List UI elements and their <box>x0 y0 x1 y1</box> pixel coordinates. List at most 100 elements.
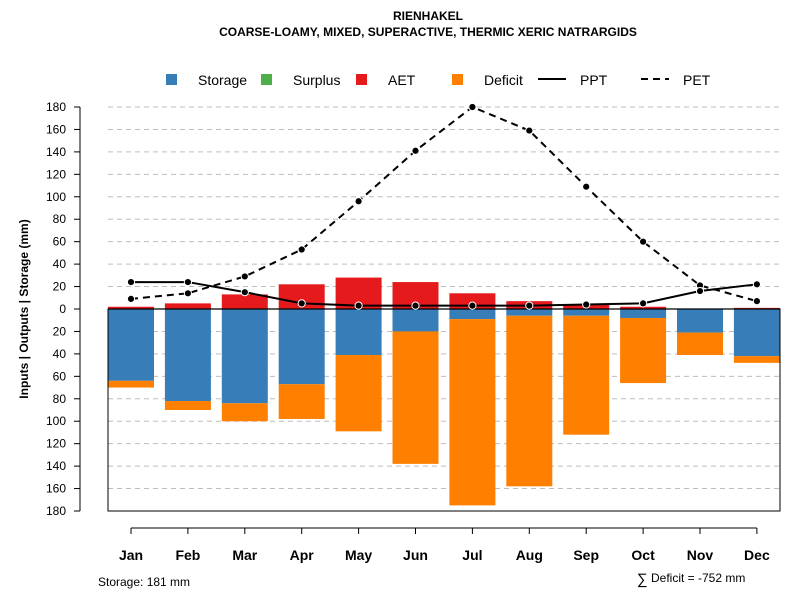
deficit-bar <box>677 332 723 356</box>
storage-total: Storage: 181 mm <box>98 575 190 589</box>
y-tick-label: 140 <box>46 459 66 473</box>
x-tick-label-may: May <box>345 547 372 563</box>
deficit-bar <box>335 355 382 432</box>
gridlines <box>108 106 780 512</box>
deficit-bar <box>392 331 439 464</box>
y-tick-label: 60 <box>53 235 67 249</box>
ppt-point <box>354 301 363 310</box>
x-tick-label-aug: Aug <box>516 547 543 563</box>
storage-bar <box>449 309 496 320</box>
x-tick-label-dec: Dec <box>744 547 770 563</box>
deficit-total: Deficit = -752 mm <box>651 571 745 585</box>
legend-swatch-storage <box>166 74 177 85</box>
pet-point <box>468 102 477 112</box>
ppt-point <box>297 299 306 308</box>
y-tick-label: 80 <box>53 212 67 226</box>
storage-bar <box>221 309 268 404</box>
pet-point <box>411 146 420 155</box>
y-tick-label: 100 <box>46 414 66 428</box>
ppt-point <box>411 301 420 310</box>
x-tick-label-mar: Mar <box>232 547 257 563</box>
storage-bar <box>733 309 780 357</box>
legend-label-ppt: PPT <box>580 72 608 88</box>
y-tick-label: 120 <box>46 437 66 451</box>
y-tick-label: 100 <box>46 190 66 204</box>
ppt-point <box>582 300 591 309</box>
series-lines <box>126 102 762 310</box>
bars <box>108 277 780 506</box>
ppt-point <box>695 286 705 296</box>
pet-point <box>639 237 648 246</box>
aet-bar <box>108 306 154 309</box>
legend-label-deficit: Deficit <box>484 72 523 88</box>
chart-subtitle: COARSE-LOAMY, MIXED, SUPERACTIVE, THERMI… <box>219 25 637 39</box>
x-tick-label-jun: Jun <box>403 547 428 563</box>
x-tick-label-apr: Apr <box>290 547 315 563</box>
y-tick-label: 120 <box>46 167 66 181</box>
storage-bar <box>164 309 211 402</box>
y-tick-label: 40 <box>53 347 67 361</box>
y-axis-label: Inputs | Outputs | Storage (mm) <box>17 219 31 398</box>
y-tick-label: 140 <box>46 145 66 159</box>
y-tick-label: 20 <box>53 324 67 338</box>
legend-label-pet: PET <box>683 72 711 88</box>
x-tick-label-jul: Jul <box>462 547 482 563</box>
deficit-bar <box>506 315 553 487</box>
pet-line <box>130 105 758 303</box>
storage-bar <box>278 309 325 385</box>
ppt-point <box>752 280 762 289</box>
x-tick-label-sep: Sep <box>573 547 599 563</box>
y-tick-label: 160 <box>46 482 66 496</box>
deficit-bar <box>278 384 325 419</box>
legend-label-surplus: Surplus <box>293 72 340 88</box>
pet-point <box>183 289 192 298</box>
legend-swatch-aet <box>356 74 367 85</box>
deficit-bar <box>221 403 268 422</box>
deficit-bar <box>620 317 667 384</box>
aet-bar <box>221 294 268 309</box>
sum-symbol: ∑ <box>637 571 648 588</box>
ppt-point <box>468 301 477 310</box>
pet-point <box>582 182 591 191</box>
x-tick-label-jan: Jan <box>119 547 143 563</box>
pet-point <box>240 272 249 281</box>
legend-swatch-deficit <box>452 74 463 85</box>
y-tick-label: 80 <box>53 392 67 406</box>
ppt-point <box>639 299 648 308</box>
storage-bar <box>506 309 553 316</box>
aet-bar <box>164 303 211 309</box>
aet-bar <box>620 306 667 309</box>
pet-point <box>354 197 363 206</box>
ppt-line <box>131 281 758 307</box>
storage-bar <box>620 309 667 318</box>
pet-point <box>752 297 762 306</box>
chart-title: RIENHAKEL <box>393 9 463 23</box>
deficit-bar <box>733 356 780 363</box>
storage-bar <box>335 309 382 356</box>
legend: Storage Surplus AET Deficit PPT PET <box>166 72 711 88</box>
legend-swatch-surplus <box>261 74 272 85</box>
y-tick-label: 180 <box>46 100 66 114</box>
ppt-point <box>126 277 136 287</box>
deficit-bar <box>108 380 154 388</box>
y-tick-label: 160 <box>46 122 66 136</box>
storage-bar <box>677 309 723 333</box>
storage-bar <box>392 309 439 332</box>
legend-label-storage: Storage <box>198 72 247 88</box>
deficit-bar <box>164 401 211 410</box>
deficit-bar <box>563 315 610 435</box>
y-tick-label: 40 <box>53 257 67 271</box>
x-tick-label-oct: Oct <box>631 547 655 563</box>
x-tick-label-nov: Nov <box>687 547 714 563</box>
x-tick-label-feb: Feb <box>175 547 200 563</box>
legend-label-aet: AET <box>388 72 416 88</box>
deficit-bar <box>449 319 496 506</box>
y-tick-label: 0 <box>59 302 66 316</box>
y-tick-label: 180 <box>46 504 66 518</box>
axes: 180 160 140 120 100 80 60 40 20 0 20 40 60 80 100 120 14… <box>46 100 781 563</box>
storage-bar <box>563 309 610 316</box>
pet-point <box>297 245 306 254</box>
storage-bar <box>108 309 154 381</box>
pet-point <box>126 294 136 303</box>
